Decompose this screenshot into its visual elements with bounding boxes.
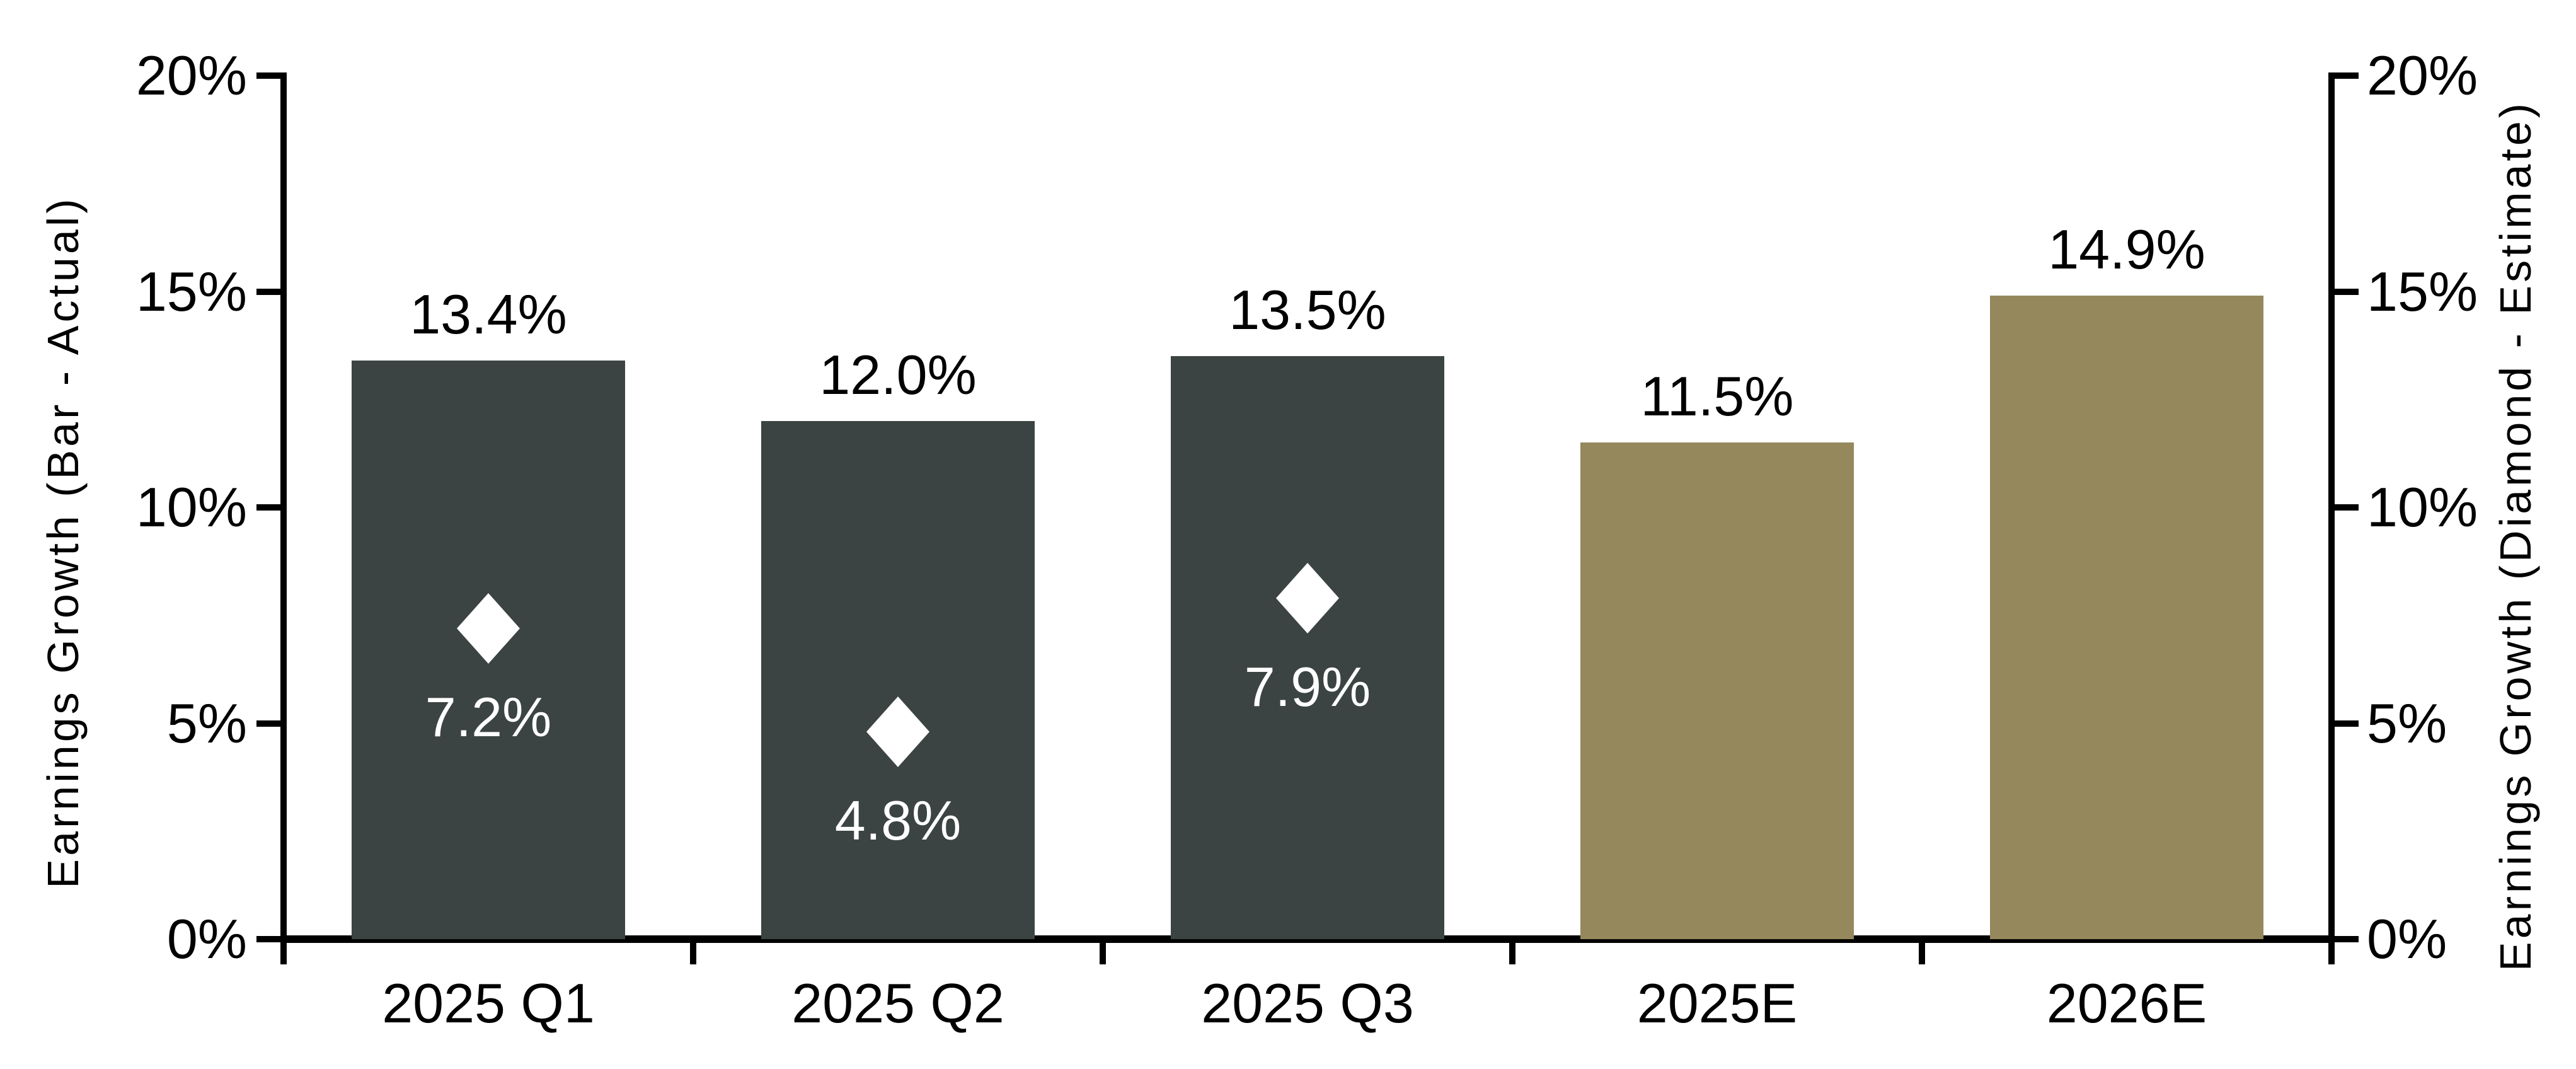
bar-2025-q2 — [761, 421, 1035, 939]
right-y-tick-0 — [2335, 936, 2359, 942]
x-axis-label-2025-q2: 2025 Q2 — [791, 972, 1004, 1034]
x-axis-label-2026e: 2026E — [2046, 972, 2207, 1034]
x-axis-label-2025-q1: 2025 Q1 — [382, 972, 595, 1034]
bar-value-label-2026e: 14.9% — [2048, 218, 2205, 281]
diamond-value-label-2025-q2: 4.8% — [834, 789, 962, 852]
bar-value-label-2025-q2: 12.0% — [819, 344, 977, 406]
right-y-tick-label-5: 5% — [2367, 691, 2447, 754]
x-axis-tick-2 — [1100, 943, 1106, 964]
left-y-tick-10 — [256, 504, 280, 511]
left-y-tick-label-20: 20% — [135, 44, 247, 107]
x-axis-tick-0 — [280, 943, 287, 964]
category-cell-2025e: 11.5% — [1512, 76, 1922, 939]
left-y-tick-label-5: 5% — [166, 691, 247, 754]
right-y-tick-20 — [2335, 72, 2359, 79]
bar-2026e — [1990, 296, 2263, 939]
bar-2025e — [1580, 442, 1854, 939]
right-y-tick-label-10: 10% — [2367, 476, 2478, 538]
left-y-axis-line — [280, 72, 287, 943]
left-y-tick-label-10: 10% — [135, 476, 247, 538]
bar-value-label-2025e: 11.5% — [1640, 365, 1794, 428]
x-axis-tick-5 — [2328, 943, 2335, 964]
right-y-tick-label-15: 15% — [2367, 260, 2478, 323]
x-axis-tick-4 — [1919, 943, 1925, 964]
right-y-tick-15 — [2335, 288, 2359, 295]
right-y-tick-label-20: 20% — [2367, 44, 2478, 107]
diamond-marker-2025-q2 — [866, 696, 929, 768]
left-y-tick-5 — [256, 720, 280, 727]
left-y-tick-0 — [256, 936, 280, 942]
category-cell-2025-q1: 13.4% 7.2% — [284, 76, 693, 939]
left-y-tick-15 — [256, 288, 280, 295]
left-y-tick-label-0: 0% — [166, 908, 247, 970]
x-axis-tick-1 — [690, 943, 696, 964]
bar-value-label-2025-q1: 13.4% — [410, 283, 567, 346]
diamond-marker-2025-q3 — [1276, 562, 1339, 633]
diamond-value-label-2025-q3: 7.9% — [1244, 655, 1371, 718]
left-y-tick-20 — [256, 72, 280, 79]
category-cell-2025-q3: 13.5% 7.9% — [1103, 76, 1512, 939]
right-y-axis-line — [2328, 72, 2335, 943]
bar-value-label-2025-q3: 13.5% — [1229, 279, 1386, 342]
category-cell-2025-q2: 12.0% 4.8% — [693, 76, 1103, 939]
right-y-tick-5 — [2335, 720, 2359, 727]
bar-2025-q3 — [1171, 356, 1444, 939]
diamond-marker-2025-q1 — [457, 592, 520, 664]
x-axis-tick-3 — [1509, 943, 1515, 964]
right-y-tick-label-0: 0% — [2367, 908, 2447, 970]
diamond-value-label-2025-q1: 7.2% — [425, 685, 552, 748]
x-axis-label-2025-q3: 2025 Q3 — [1201, 972, 1414, 1034]
right-y-tick-10 — [2335, 504, 2359, 511]
left-y-tick-label-15: 15% — [135, 260, 247, 323]
category-cell-2026e: 14.9% — [1922, 76, 2332, 939]
x-axis-label-2025e: 2025E — [1636, 972, 1798, 1034]
